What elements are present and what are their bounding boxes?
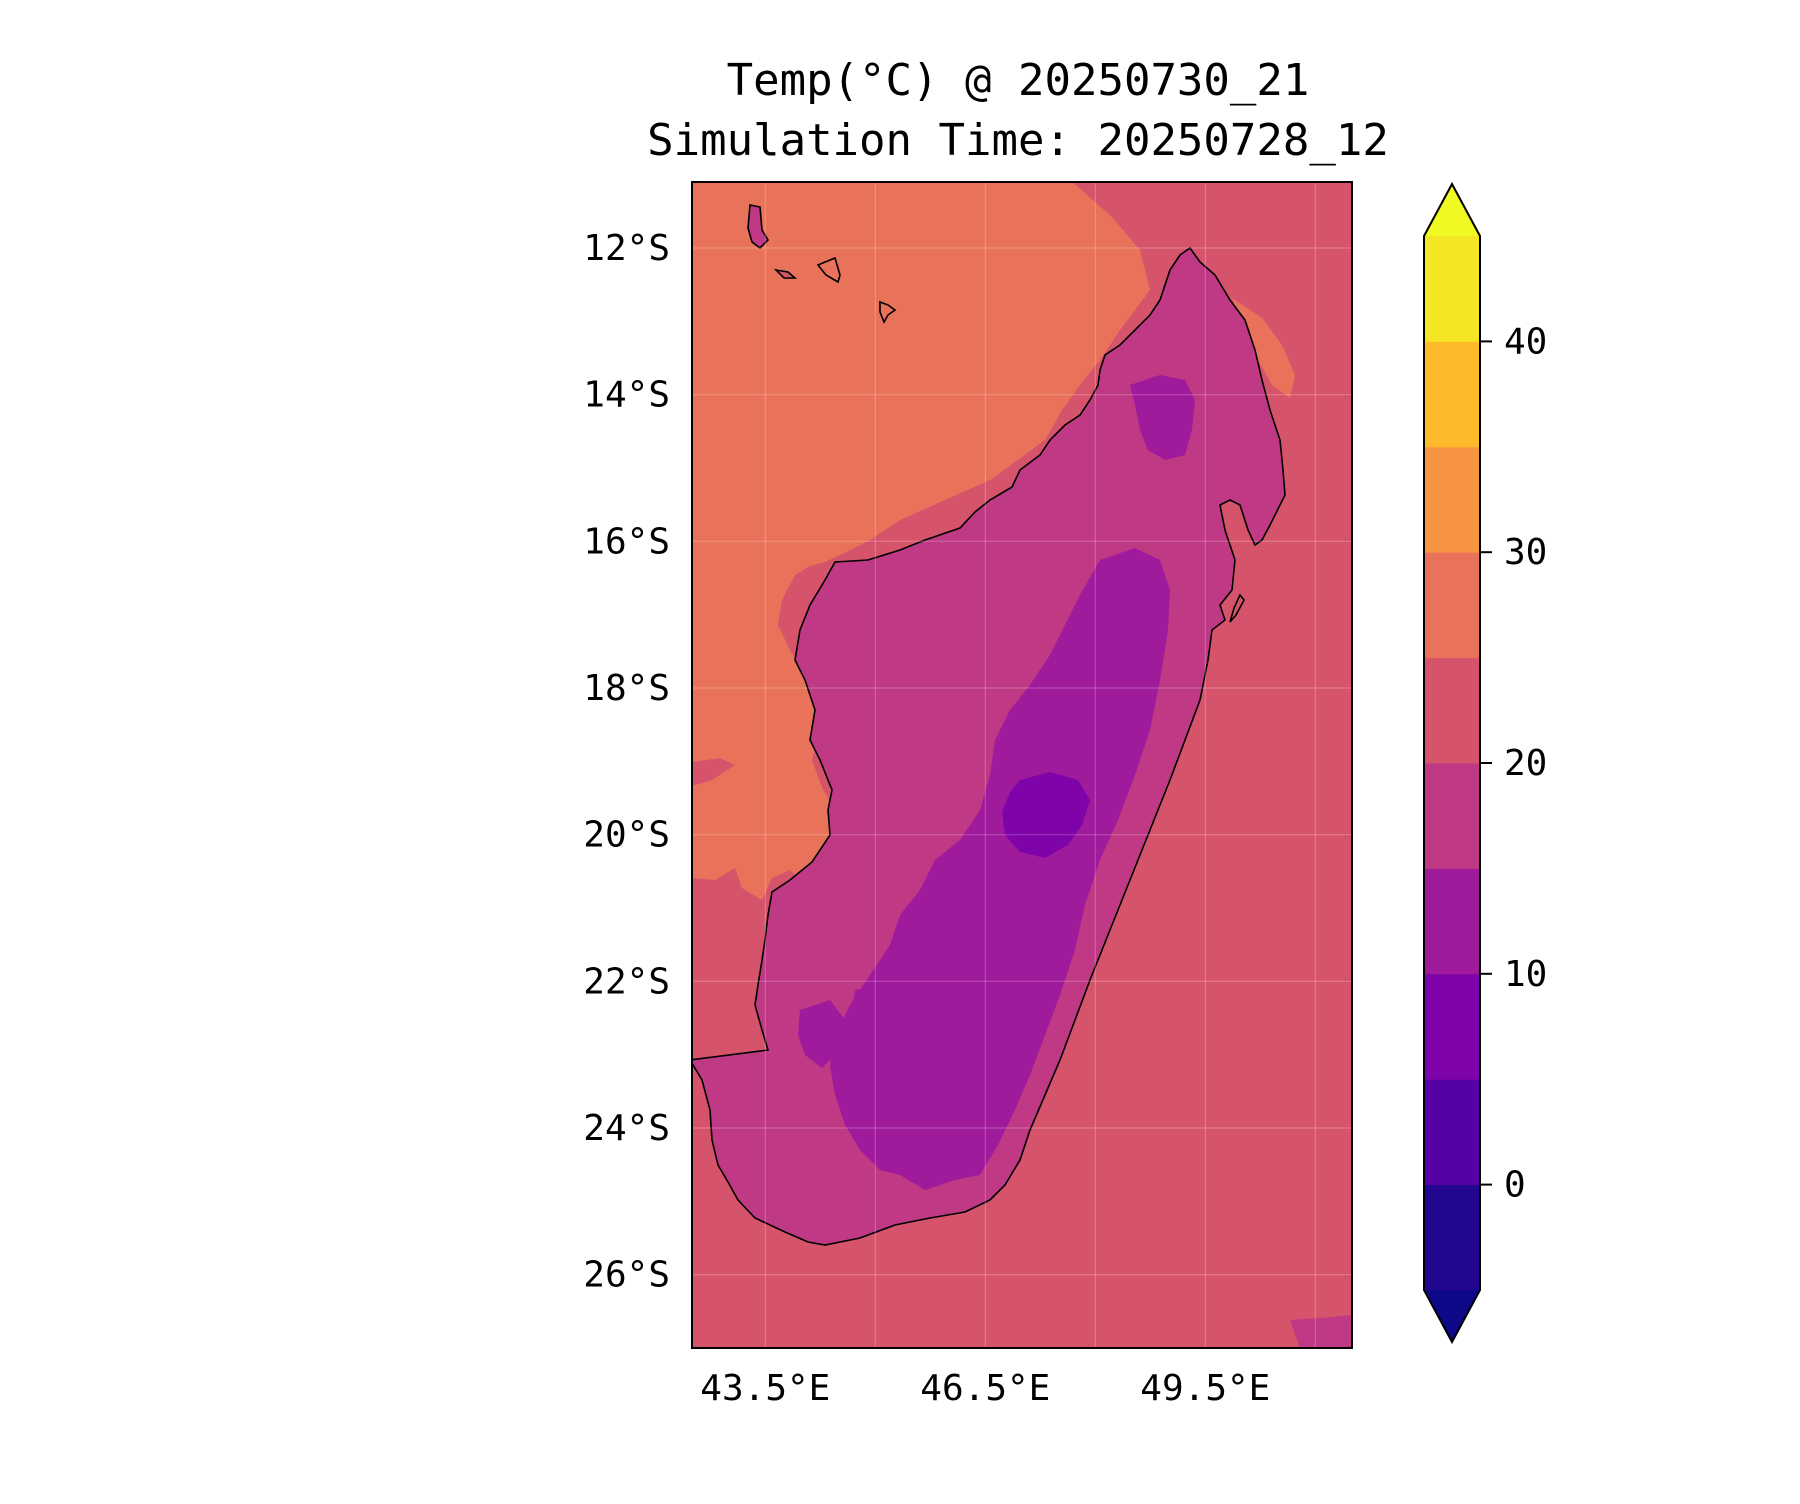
comoros-island-3: [816, 256, 841, 284]
y-tick-label: 24°S: [583, 1108, 670, 1149]
title-line-2: Simulation Time: 20250728_12: [647, 115, 1389, 166]
colorbar-segment: [1424, 552, 1480, 659]
y-tick-label: 14°S: [583, 375, 670, 416]
y-tick-label: 18°S: [583, 668, 670, 709]
x-tick-label: 49.5°E: [1140, 1368, 1270, 1409]
title-line-1: Temp(°C) @ 20250730_21: [727, 55, 1310, 106]
map-frame: [691, 181, 1353, 1349]
colorbar-segment: [1424, 341, 1480, 448]
cold-zone-central: [830, 548, 1170, 1190]
colorbar-tick-label: 10: [1504, 954, 1547, 995]
colorbar-ticks: 0 10 20 30 40: [1480, 321, 1547, 1206]
colorbar: [1423, 181, 1481, 1345]
warm-ocean-west-tongue: [692, 758, 735, 786]
colorbar-segment: [1424, 763, 1480, 869]
comoros-island-1: [747, 204, 770, 250]
y-tick-label: 20°S: [583, 815, 670, 856]
colorbar-segment: [1424, 657, 1480, 764]
cold-zone-southwest: [798, 1000, 845, 1068]
colorbar-tick-label: 20: [1504, 743, 1547, 784]
colorbar-segment: [1424, 236, 1480, 342]
cold-zone-southwest-2: [852, 985, 895, 1040]
colorbar-over-arrow: [1424, 184, 1480, 236]
y-tick-label: 26°S: [583, 1255, 670, 1296]
colorbar-tick-label: 30: [1504, 532, 1547, 573]
mayotte-island: [879, 300, 897, 324]
y-axis-ticks: 12°S 14°S 16°S 18°S 20°S 22°S 24°S 26°S: [583, 228, 670, 1296]
cold-zone-north: [1130, 375, 1195, 460]
y-tick-label: 16°S: [583, 521, 670, 562]
coldest-zone: [1002, 772, 1090, 858]
gridlines: [692, 182, 1352, 1348]
southeast-band: [1290, 1315, 1352, 1348]
colorbar-under-arrow: [1424, 1290, 1480, 1342]
warm-ocean-region: [692, 182, 1150, 900]
colorbar-tick-label: 0: [1504, 1165, 1526, 1206]
y-tick-label: 22°S: [583, 961, 670, 1002]
colorbar-tick-label: 40: [1504, 321, 1547, 362]
colorbar-segment: [1424, 1184, 1480, 1291]
colorbar-segment: [1424, 1079, 1480, 1186]
island-outline: [692, 246, 1286, 1246]
map-panel: [692, 182, 1352, 1348]
x-axis-ticks: 43.5°E 46.5°E 49.5°E: [700, 1368, 1270, 1409]
comoros-island-2: [773, 268, 798, 279]
colorbar-segment: [1424, 973, 1480, 1080]
sainte-marie-island: [1229, 593, 1245, 623]
colorbar-segment: [1424, 868, 1480, 975]
warm-ocean-east-patch: [1232, 298, 1295, 398]
colorbar-outline: [1423, 181, 1481, 1345]
x-tick-label: 43.5°E: [700, 1368, 830, 1409]
y-tick-label: 12°S: [583, 228, 670, 269]
colorbar-segment: [1424, 446, 1480, 553]
x-tick-label: 46.5°E: [920, 1368, 1050, 1409]
